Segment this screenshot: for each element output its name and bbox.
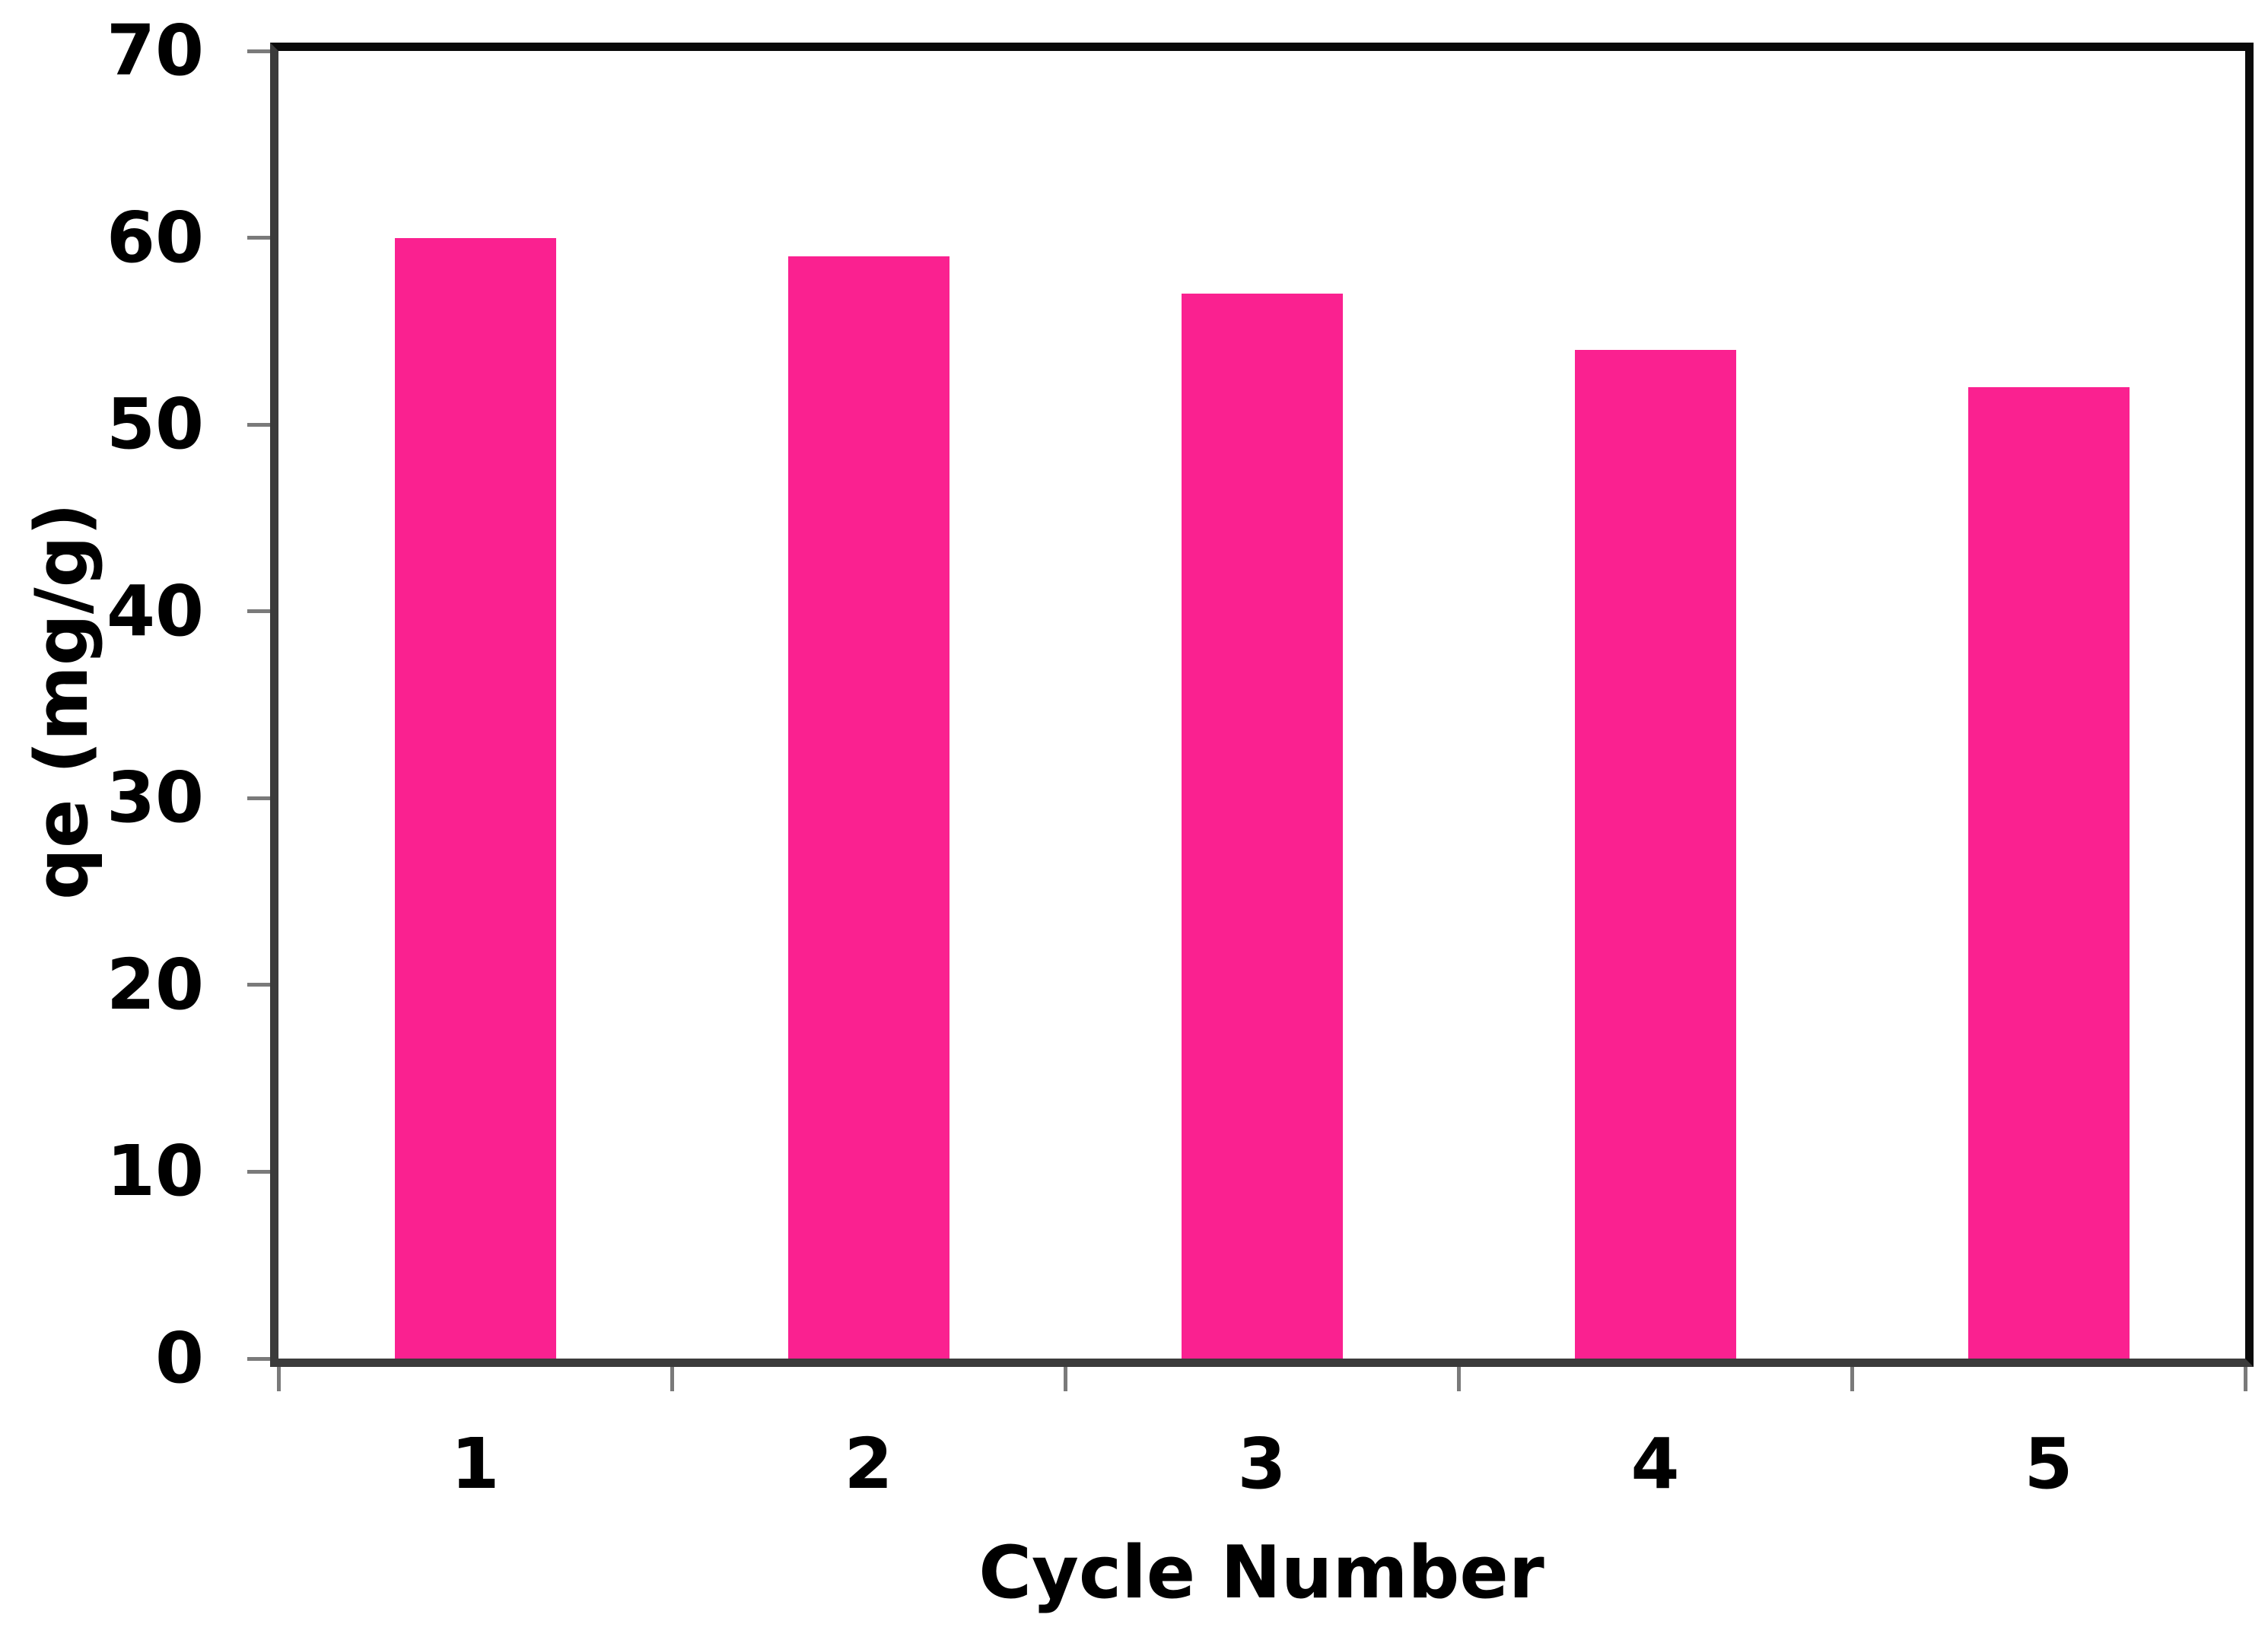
y-axis-title: qe (mg/g)	[21, 502, 104, 901]
y-tick-mark-20	[247, 983, 270, 987]
y-tick-mark-60	[247, 236, 270, 240]
x-tick-label-3: 3	[1237, 1423, 1287, 1505]
bar-cycle-4	[1574, 349, 1736, 1359]
y-tick-mark-10	[247, 1169, 270, 1174]
y-tick-label-70: 70	[106, 10, 204, 91]
bar-cycle-1	[394, 237, 556, 1359]
x-axis-title: Cycle Number	[978, 1531, 1544, 1615]
y-tick-mark-0	[247, 1356, 270, 1361]
y-tick-label-30: 30	[106, 757, 204, 839]
y-tick-mark-50	[247, 422, 270, 427]
bar-cycle-5	[1967, 387, 2130, 1359]
y-tick-label-10: 10	[106, 1130, 204, 1213]
y-tick-mark-30	[247, 796, 270, 800]
y-tick-label-20: 20	[106, 943, 204, 1025]
y-tick-label-0: 0	[154, 1317, 204, 1399]
y-tick-label-60: 60	[106, 196, 204, 278]
x-tick-mark-0	[276, 1367, 281, 1391]
x-tick-mark-4	[1850, 1367, 1854, 1391]
x-tick-mark-1	[670, 1367, 674, 1391]
bar-cycle-2	[787, 256, 950, 1359]
x-tick-label-5: 5	[2024, 1423, 2073, 1505]
x-tick-mark-5	[2243, 1367, 2247, 1391]
bar-cycle-3	[1181, 294, 1343, 1359]
x-tick-label-4: 4	[1630, 1423, 1680, 1505]
y-tick-mark-70	[247, 49, 270, 53]
y-tick-mark-40	[247, 609, 270, 614]
y-tick-label-50: 50	[106, 383, 204, 466]
x-tick-label-1: 1	[450, 1423, 500, 1505]
y-tick-label-40: 40	[106, 570, 204, 652]
x-tick-label-2: 2	[844, 1423, 893, 1505]
x-tick-mark-3	[1456, 1367, 1461, 1391]
x-tick-mark-2	[1063, 1367, 1067, 1391]
